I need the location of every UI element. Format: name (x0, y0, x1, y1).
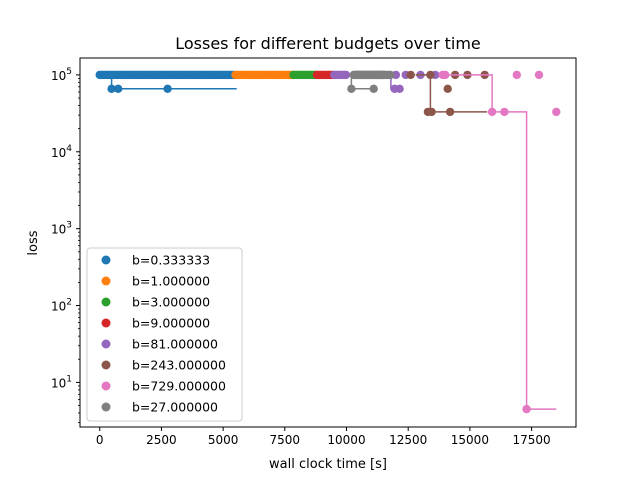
series-b=0.333333 (95, 70, 239, 94)
legend-marker (101, 402, 111, 412)
x-tick-label: 10000 (327, 433, 365, 447)
plot-frame (79, 57, 577, 428)
x-tick-label: 7500 (270, 433, 301, 447)
legend-marker (101, 381, 111, 391)
legend-marker (101, 339, 111, 349)
x-axis: 0 2500 5000 7500 10000 12500 15000 17500 (96, 427, 551, 447)
legend-item: b=0.333333 (101, 253, 210, 268)
legend-frame (86, 247, 243, 422)
series-step-line (415, 74, 488, 113)
data-point (406, 70, 415, 80)
legend-label: b=0.333333 (132, 253, 210, 268)
legend-label: b=243.000000 (132, 358, 226, 373)
legend-marker (101, 255, 111, 265)
data-point (552, 107, 561, 117)
y-tick-label: 101 (51, 374, 72, 390)
legend-item: b=729.000000 (101, 379, 226, 394)
y-tick-label: 105 (51, 67, 72, 83)
data-point (534, 70, 544, 80)
legend-label: b=1.000000 (132, 274, 210, 289)
legend-label: b=3.000000 (132, 295, 210, 310)
data-point (445, 107, 455, 117)
legend-marker (101, 318, 111, 328)
data-point (427, 107, 436, 117)
y-tick-label: 104 (51, 144, 72, 160)
data-point (347, 84, 356, 94)
data-point (512, 70, 521, 80)
x-tick-label: 15000 (451, 433, 489, 447)
data-point (371, 70, 381, 80)
data-point (339, 70, 349, 80)
y-tick-label: 103 (51, 221, 72, 237)
data-point (443, 84, 452, 94)
data-point (369, 84, 378, 94)
data-point (395, 84, 404, 94)
legend-item: b=81.000000 (101, 337, 218, 352)
data-point (500, 107, 509, 117)
series-b=729.000000 (438, 70, 561, 414)
legend-marker (101, 276, 111, 286)
series-b=1.000000 (231, 70, 298, 80)
legend-item: b=9.000000 (101, 316, 210, 331)
series-b=27.000000 (347, 70, 395, 94)
data-point (426, 70, 435, 80)
legend-label: b=81.000000 (132, 337, 218, 352)
x-tick-label: 2500 (146, 433, 177, 447)
y-axis: 101 102 103 104 105 (51, 67, 80, 424)
legend-item: b=243.000000 (101, 358, 226, 373)
x-tick-label: 12500 (389, 433, 427, 447)
data-point (359, 70, 368, 80)
data-point (163, 84, 172, 94)
legend-label: b=729.000000 (132, 379, 226, 394)
legend-item: b=3.000000 (101, 295, 210, 310)
data-point (522, 404, 531, 414)
chart-title: Losses for different budgets over time (175, 34, 481, 53)
x-axis-label: wall clock time [s] (269, 457, 387, 472)
data-point (114, 84, 123, 94)
data-point (107, 84, 116, 94)
series-step-line (442, 74, 557, 410)
legend-marker (101, 360, 111, 370)
legend-marker (101, 297, 111, 307)
plot-area (79, 57, 577, 428)
y-tick-label: 102 (51, 298, 72, 314)
data-point (349, 70, 359, 80)
legend-label: b=27.000000 (132, 400, 218, 415)
x-tick-label: 0 (96, 433, 104, 447)
data-point (441, 70, 450, 80)
data-layer (95, 70, 561, 414)
data-point (487, 107, 497, 117)
x-tick-label: 17500 (512, 433, 550, 447)
legend-label: b=9.000000 (132, 316, 210, 331)
x-tick-label: 5000 (208, 433, 239, 447)
data-point (386, 70, 395, 80)
legend-item: b=1.000000 (101, 274, 210, 289)
legend-item: b=27.000000 (101, 400, 218, 415)
y-axis-label: loss (26, 230, 41, 255)
legend: b=0.333333 b=1.000000 b=3.000000 b=9.000000… (86, 247, 243, 422)
